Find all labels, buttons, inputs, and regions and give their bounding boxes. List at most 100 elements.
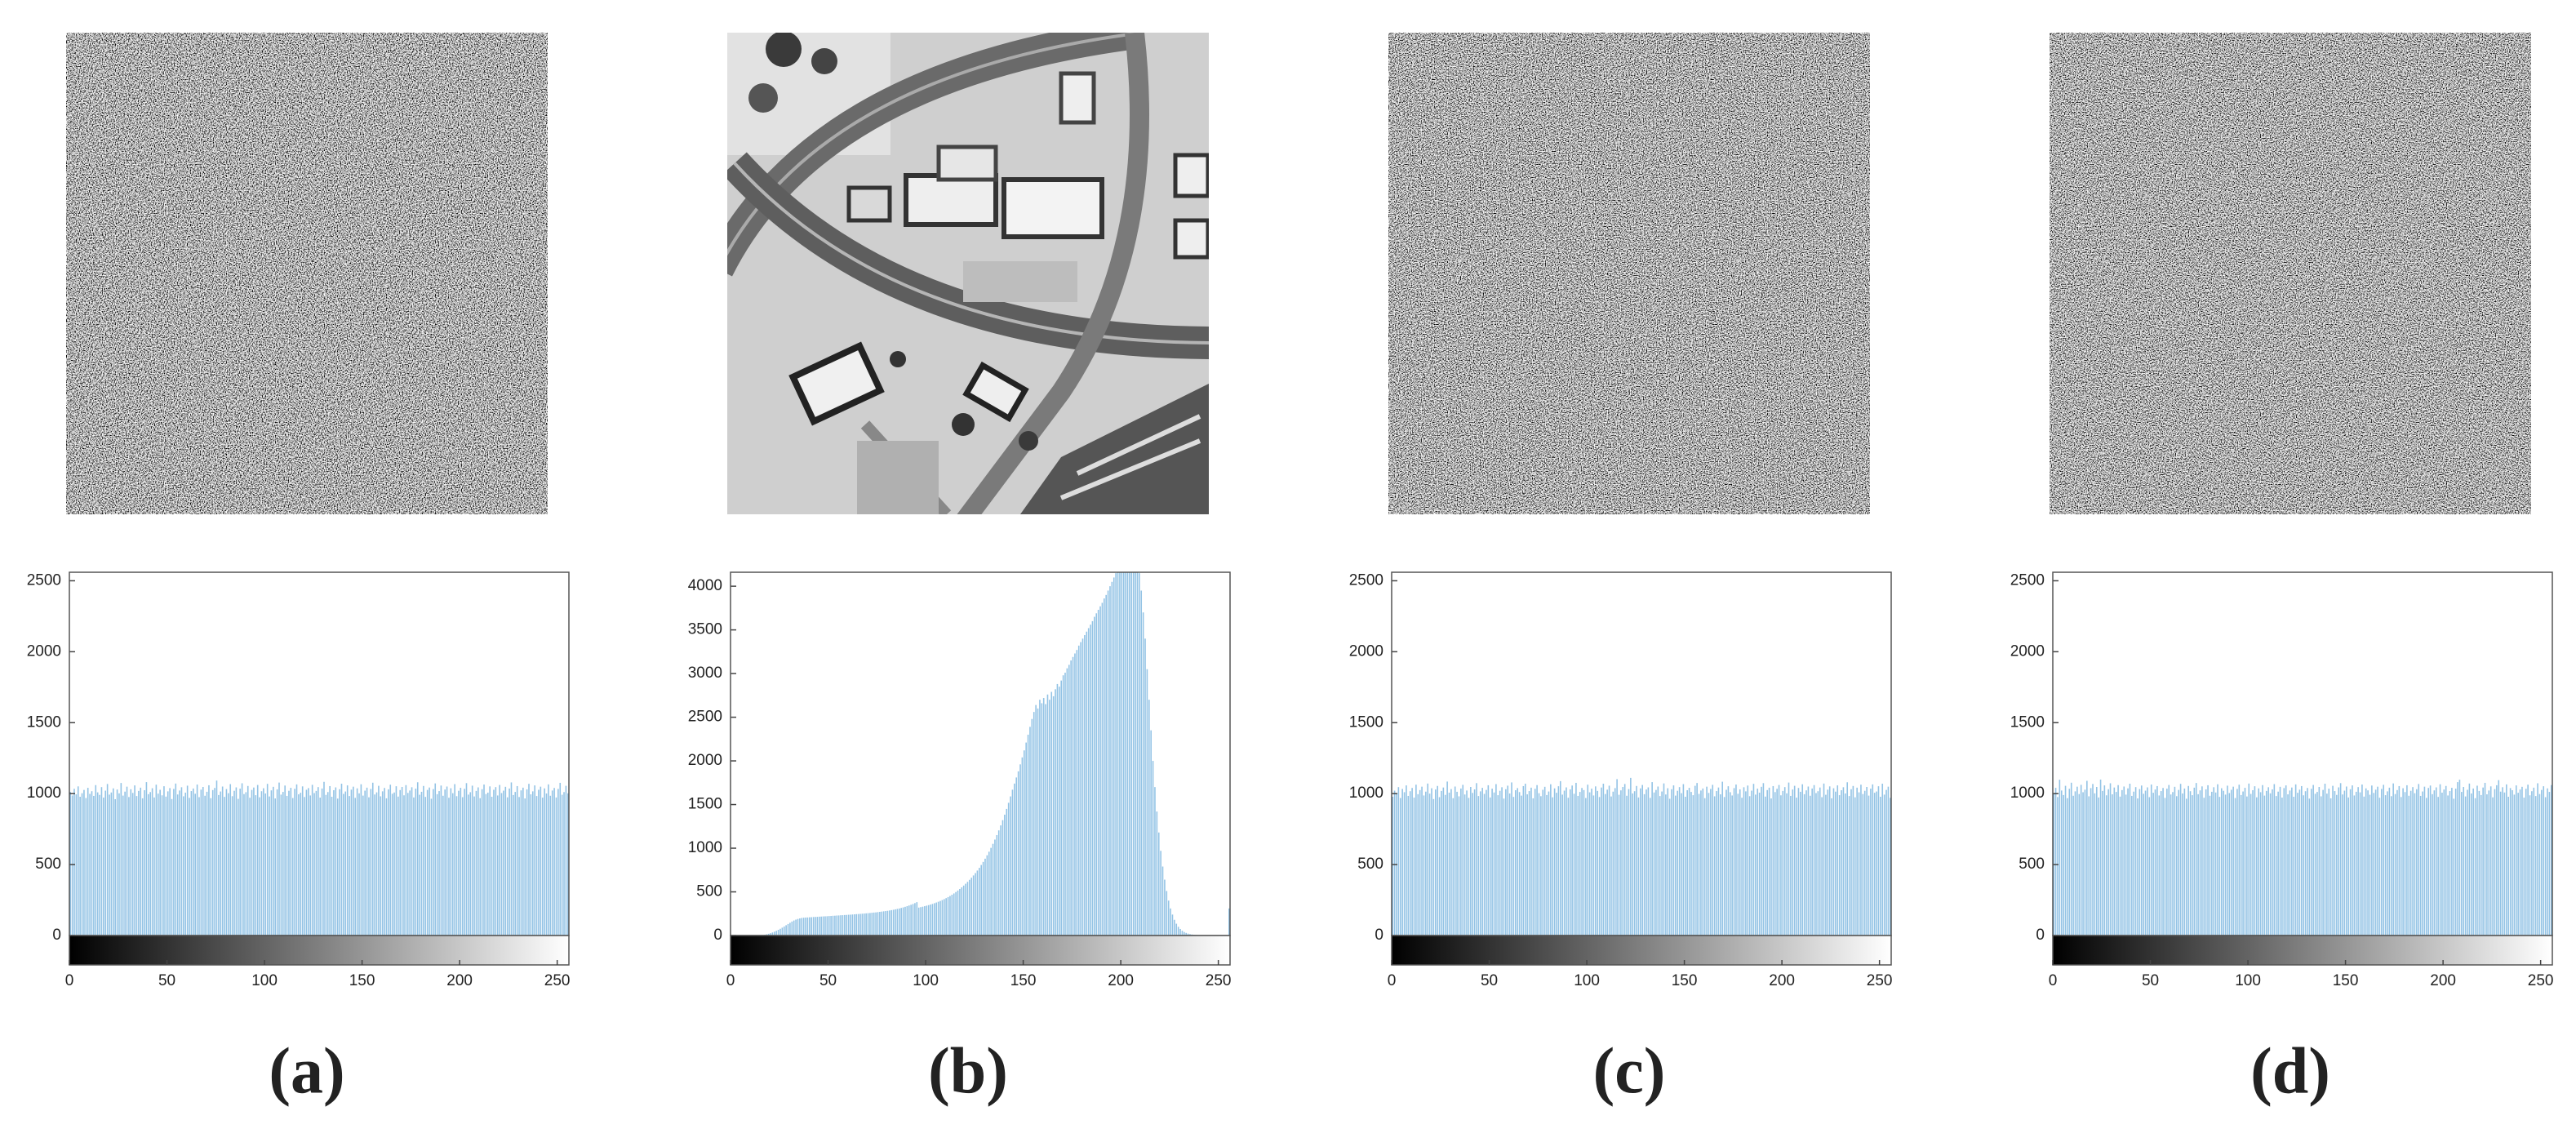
bar xyxy=(368,797,370,936)
bar xyxy=(1608,785,1610,936)
bar xyxy=(434,783,437,936)
bar xyxy=(273,786,274,936)
bar xyxy=(951,895,953,936)
bar xyxy=(2250,793,2252,936)
bar xyxy=(1090,625,1091,936)
bar xyxy=(374,794,375,936)
bar xyxy=(1567,798,1570,936)
bar xyxy=(354,798,357,936)
bar xyxy=(1569,789,1571,936)
bar xyxy=(2166,789,2168,936)
bar xyxy=(2537,783,2538,936)
bar xyxy=(1748,796,1751,936)
bar xyxy=(1427,783,1429,936)
bar xyxy=(1064,673,1066,936)
bar xyxy=(1721,781,1724,936)
y-tick-label: 0 xyxy=(2036,927,2045,944)
bar xyxy=(1850,789,1852,936)
bar xyxy=(1739,789,1741,936)
bar xyxy=(1566,787,1567,936)
bar xyxy=(2470,793,2472,936)
bar xyxy=(1526,794,1528,936)
bar xyxy=(1657,786,1659,936)
bar xyxy=(211,789,214,936)
bar xyxy=(567,793,569,936)
bar xyxy=(282,792,284,936)
bar xyxy=(1039,700,1041,936)
bar xyxy=(315,790,318,936)
bar xyxy=(1831,798,1832,936)
bar xyxy=(1499,790,1501,936)
bar xyxy=(777,930,779,936)
bar xyxy=(1622,787,1624,936)
bar xyxy=(2156,785,2158,936)
bar xyxy=(403,795,405,936)
bar xyxy=(2121,789,2123,936)
bar xyxy=(2298,789,2301,936)
bar xyxy=(1477,796,1480,936)
bar xyxy=(2423,786,2426,936)
bar xyxy=(2240,794,2242,936)
bar xyxy=(349,796,350,936)
bar xyxy=(503,790,504,936)
bar xyxy=(771,932,774,936)
bar xyxy=(2207,785,2209,936)
bar xyxy=(1031,718,1033,936)
bar xyxy=(346,785,349,936)
bar xyxy=(1548,791,1550,936)
bar xyxy=(1187,933,1189,936)
bar xyxy=(1107,590,1109,936)
bar xyxy=(221,786,224,936)
bar xyxy=(436,793,438,936)
bar xyxy=(2355,791,2357,936)
bar xyxy=(175,783,177,936)
bar xyxy=(1868,795,1870,936)
bar xyxy=(1468,798,1470,936)
bar xyxy=(1479,791,1481,936)
bar xyxy=(2109,783,2112,936)
bar xyxy=(1113,577,1115,936)
bar xyxy=(1177,927,1179,936)
bar xyxy=(2281,798,2283,936)
bar xyxy=(996,834,998,936)
bar xyxy=(2509,788,2512,936)
bar xyxy=(1434,789,1437,936)
bar xyxy=(399,789,402,936)
bar xyxy=(249,798,251,936)
bar xyxy=(855,913,857,936)
bar xyxy=(1546,794,1548,936)
bar xyxy=(902,907,904,936)
bar xyxy=(2378,798,2381,936)
bar xyxy=(2334,791,2336,936)
y-tick-label: 1000 xyxy=(27,785,61,802)
bar xyxy=(1623,784,1626,936)
bar xyxy=(1591,789,1592,936)
bar xyxy=(1757,789,1759,936)
bar xyxy=(1571,785,1573,936)
bar xyxy=(1524,784,1526,936)
bar xyxy=(2534,796,2537,936)
bar xyxy=(2256,797,2258,936)
histogram-panel: 0 500 1000 1500 2000 2500 3000 3500 4000 0 50 100 15… xyxy=(688,571,1232,1107)
bar xyxy=(1515,790,1517,936)
bar xyxy=(266,784,269,936)
bar xyxy=(1747,785,1749,936)
bar xyxy=(1045,704,1046,936)
bar xyxy=(1735,785,1737,936)
bar xyxy=(980,865,982,936)
bar xyxy=(1649,798,1651,936)
bar xyxy=(2308,798,2311,936)
bar xyxy=(1883,794,1885,936)
bar xyxy=(1637,797,1640,936)
x-tick-label: 50 xyxy=(2142,972,2159,989)
bar xyxy=(1497,795,1499,936)
bar xyxy=(2338,787,2340,936)
bar xyxy=(89,793,91,936)
bar xyxy=(820,916,822,936)
bar xyxy=(2523,798,2525,936)
bar xyxy=(2517,793,2519,936)
bar xyxy=(2314,793,2316,936)
histogram-panel: 0 500 1000 1500 2000 2500 0 50 100 150 200 250 (d) xyxy=(2010,571,2554,1107)
bar xyxy=(2513,794,2516,936)
bar xyxy=(2168,785,2170,936)
